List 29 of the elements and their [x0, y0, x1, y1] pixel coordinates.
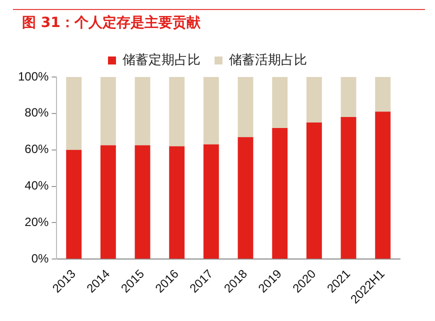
- bar: [134, 145, 150, 259]
- y-tick-label: 40%: [24, 178, 50, 193]
- bar: [134, 77, 150, 146]
- y-tick-label: 60%: [24, 142, 50, 156]
- bar: [272, 128, 288, 259]
- bar: [375, 77, 391, 112]
- bar: [203, 77, 219, 144]
- bar: [272, 77, 288, 128]
- chart-title: 图 31：个人定存是主要贡献: [22, 14, 200, 32]
- bar: [306, 77, 322, 123]
- bar: [169, 77, 185, 146]
- y-tick-label: 20%: [24, 214, 50, 229]
- bar: [375, 112, 391, 259]
- legend-label: 储蓄定期占比: [122, 52, 200, 68]
- bar: [100, 145, 116, 259]
- bar: [66, 150, 82, 259]
- bar: [238, 77, 254, 138]
- bar: [340, 117, 356, 259]
- legend-label: 储蓄活期占比: [229, 52, 307, 68]
- y-tick-label: 0%: [31, 251, 50, 266]
- bar: [340, 77, 356, 118]
- bar: [238, 137, 254, 259]
- bar: [169, 146, 185, 259]
- y-tick-label: 80%: [24, 106, 50, 120]
- bar: [203, 144, 219, 259]
- bar: [100, 77, 116, 146]
- bar: [66, 77, 82, 150]
- bar: [306, 122, 322, 259]
- y-tick-label: 100%: [18, 69, 50, 84]
